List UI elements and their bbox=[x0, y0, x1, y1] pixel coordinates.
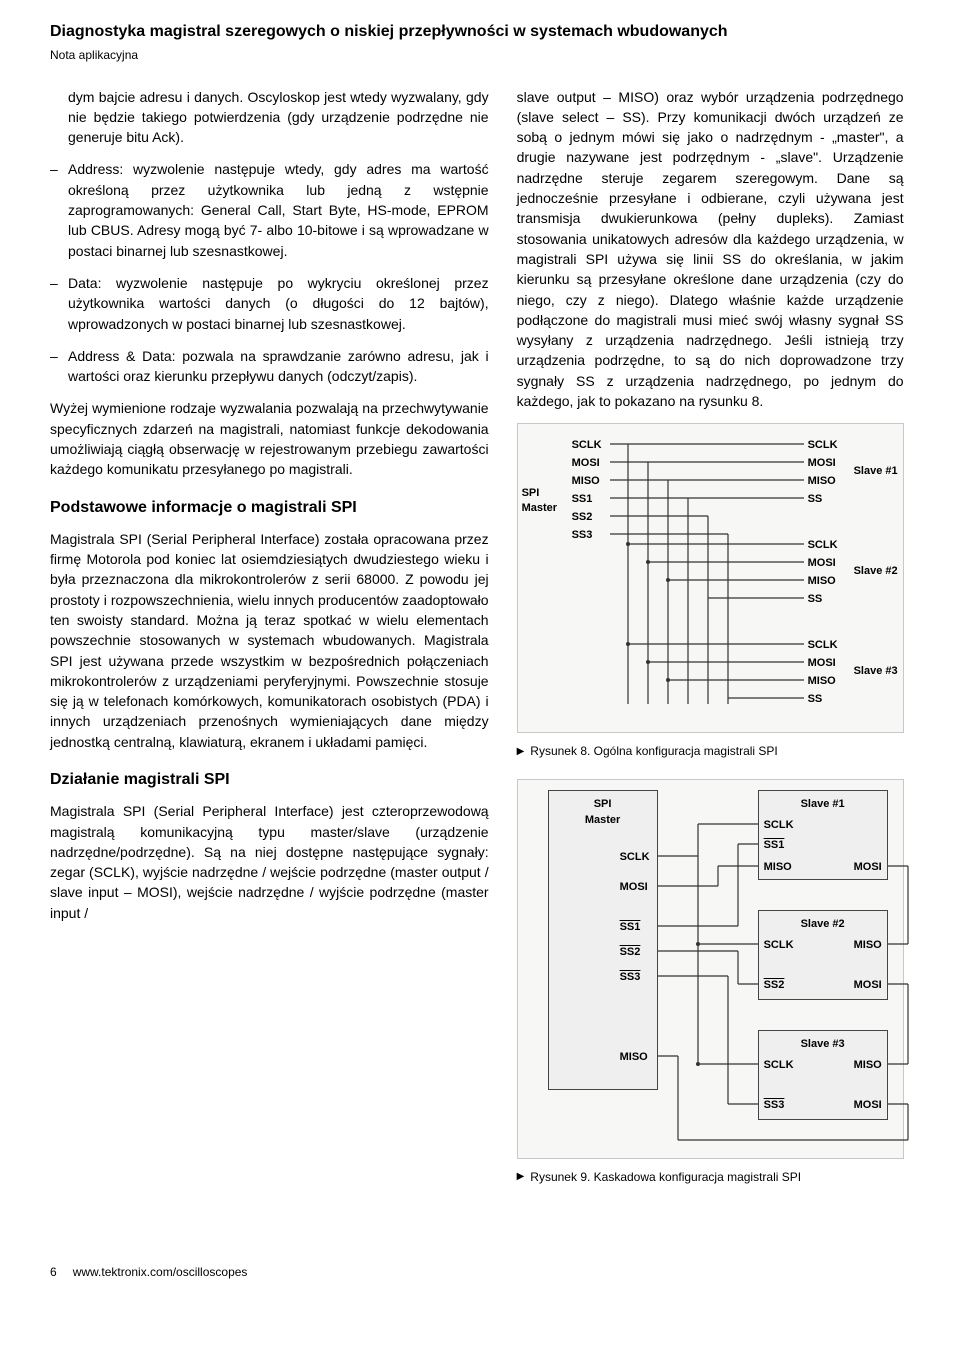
bullet-dash-icon: – bbox=[50, 273, 68, 334]
bullet-address: – Address: wyzwolenie następuje wtedy, g… bbox=[50, 159, 489, 260]
figure-8: SPI Master SCLK MOSI MISO SS1 SS2 SS3 SC… bbox=[517, 423, 904, 733]
bullet-address-text: Address: wyzwolenie następuje wtedy, gdy… bbox=[68, 159, 489, 260]
right-column: slave output – MISO) oraz wybór urządzen… bbox=[517, 87, 904, 1205]
figure-9-caption: ▶ Rysunek 9. Kaskadowa konfiguracja magi… bbox=[517, 1169, 904, 1186]
bullet-data-text: Data: wyzwolenie następuje po wykryciu o… bbox=[68, 273, 489, 334]
heading-spi-info: Podstawowe informacje o magistrali SPI bbox=[50, 496, 489, 519]
page-subtitle: Nota aplikacyjna bbox=[50, 47, 910, 64]
page-number: 6 bbox=[50, 1264, 57, 1281]
heading-spi-operation: Działanie magistrali SPI bbox=[50, 768, 489, 791]
page-footer: 6 www.tektronix.com/oscilloscopes bbox=[50, 1264, 910, 1281]
bullet-data: – Data: wyzwolenie następuje po wykryciu… bbox=[50, 273, 489, 334]
spi-operation-paragraph: Magistrala SPI (Serial Peripheral Interf… bbox=[50, 801, 489, 923]
page-title: Diagnostyka magistral szeregowych o nisk… bbox=[50, 20, 910, 43]
left-column: dym bajcie adresu i danych. Oscyloskop j… bbox=[50, 87, 489, 1205]
right-paragraph: slave output – MISO) oraz wybór urządzen… bbox=[517, 87, 904, 412]
after-bullets-paragraph: Wyżej wymienione rodzaje wyzwalania pozw… bbox=[50, 398, 489, 479]
bullet-address-data: – Address & Data: pozwala na sprawdzanie… bbox=[50, 346, 489, 387]
bullet-dash-icon: – bbox=[50, 159, 68, 260]
figure-8-caption: ▶ Rysunek 8. Ogólna konfiguracja magistr… bbox=[517, 743, 904, 760]
caption-arrow-icon: ▶ bbox=[517, 745, 525, 760]
bullet-address-data-text: Address & Data: pozwala na sprawdzanie z… bbox=[68, 346, 489, 387]
two-column-layout: dym bajcie adresu i danych. Oscyloskop j… bbox=[50, 87, 910, 1205]
spi-info-paragraph: Magistrala SPI (Serial Peripheral Interf… bbox=[50, 529, 489, 752]
figure-8-caption-text: Rysunek 8. Ogólna konfiguracja magistral… bbox=[530, 743, 777, 760]
caption-arrow-icon: ▶ bbox=[517, 1170, 525, 1185]
bullet-dash-icon: – bbox=[50, 346, 68, 387]
intro-paragraph: dym bajcie adresu i danych. Oscyloskop j… bbox=[50, 87, 489, 148]
footer-url: www.tektronix.com/oscilloscopes bbox=[73, 1264, 248, 1281]
fig8-wiring bbox=[518, 424, 918, 734]
fig9-wiring bbox=[518, 780, 918, 1160]
figure-9: SPI Master SCLK MOSI SS1 SS2 SS3 MISO Sl… bbox=[517, 779, 904, 1159]
figure-9-caption-text: Rysunek 9. Kaskadowa konfiguracja magist… bbox=[530, 1169, 801, 1186]
